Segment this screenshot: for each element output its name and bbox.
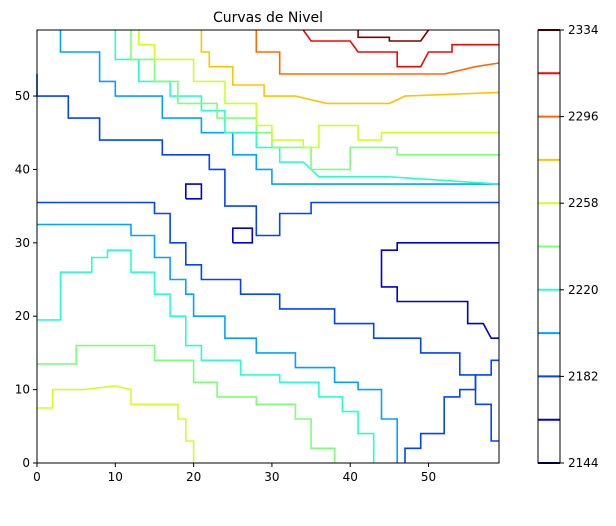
contour-line-2220-8 xyxy=(37,249,375,463)
colorbar: 2144 2182 2220 2258 2296 2334 xyxy=(537,23,599,470)
colorbar-tick-label: 2220 xyxy=(568,283,599,297)
x-tick-label: 40 xyxy=(343,470,358,484)
contour-line-2220-9 xyxy=(114,30,500,185)
colorbar-tick-label: 2144 xyxy=(568,456,599,470)
colorbar-tick-label: 2258 xyxy=(568,196,599,210)
contour-line-2315-16 xyxy=(302,29,499,68)
x-tick-label: 30 xyxy=(264,470,279,484)
y-tick-label: 30 xyxy=(15,236,30,250)
contour-line-2239-11 xyxy=(130,30,499,171)
contour-line-2182-5 xyxy=(404,359,499,463)
colorbar-tick-label: 2334 xyxy=(568,23,599,37)
contour-line-2296-15 xyxy=(255,30,500,75)
axes-frame xyxy=(36,29,500,464)
contour-line-2163-1 xyxy=(232,227,254,244)
y-tick-label: 0 xyxy=(22,456,30,470)
colorbar-tick-label: 2182 xyxy=(568,369,599,383)
y-tick-label: 10 xyxy=(15,383,30,397)
x-tick-label: 20 xyxy=(186,470,201,484)
contour-line-2258-12 xyxy=(37,385,195,463)
y-tick-label: 40 xyxy=(15,162,30,176)
x-tick-label: 10 xyxy=(108,470,123,484)
chart-title: Curvas de Nivel xyxy=(213,10,323,26)
contour-line-2334-17 xyxy=(357,29,430,42)
x-tick-label: 0 xyxy=(33,470,41,484)
y-tick-label: 50 xyxy=(15,89,30,103)
contour-line-2163-0 xyxy=(185,183,203,200)
contour-line-2258-13 xyxy=(138,30,499,149)
contour-line-2239-10 xyxy=(37,344,336,463)
colorbar-frame xyxy=(537,29,561,464)
colorbar-tick-label: 2296 xyxy=(568,110,599,124)
x-tick-label: 50 xyxy=(421,470,436,484)
plot-area: 0 10 20 30 40 50 0 10 20 30 40 50 xyxy=(15,29,500,484)
contour-line-2277-14 xyxy=(200,30,500,105)
contour-line-2163-2 xyxy=(380,242,499,340)
y-tick-label: 20 xyxy=(15,309,30,323)
contour-line-2182-3 xyxy=(37,201,499,442)
contour-line-2201-6 xyxy=(37,223,399,463)
contour-line-2182-4 xyxy=(36,74,499,237)
